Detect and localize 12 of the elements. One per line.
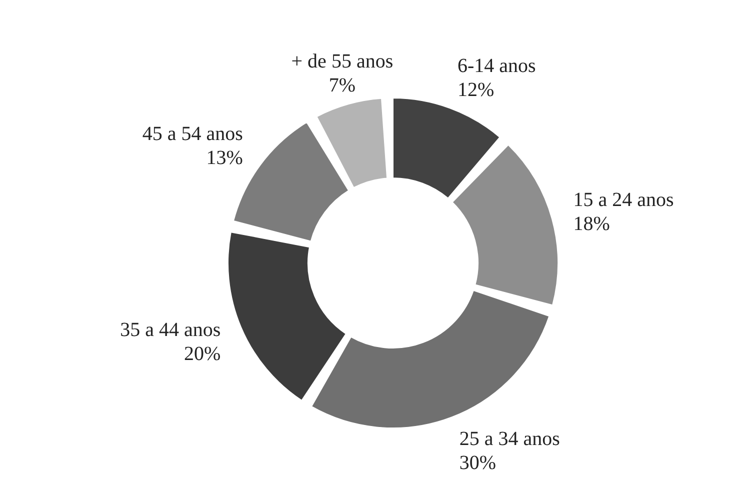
data-label: 20% <box>184 343 221 366</box>
data-label: 13% <box>206 147 243 170</box>
slice-label: + de 55 anos <box>291 50 394 72</box>
slice-label: 25 a 34 anos <box>459 428 560 450</box>
data-label: 12% <box>457 79 494 102</box>
slice-label: 6-14 anos <box>457 55 536 78</box>
data-label: 30% <box>459 452 496 474</box>
data-label: 18% <box>573 213 610 236</box>
slice-label: 35 a 44 anos <box>120 319 221 342</box>
data-label: 7% <box>328 74 356 96</box>
slice-label: 45 a 54 anos <box>142 123 244 146</box>
slice-label: 15 a 24 anos <box>573 189 674 212</box>
